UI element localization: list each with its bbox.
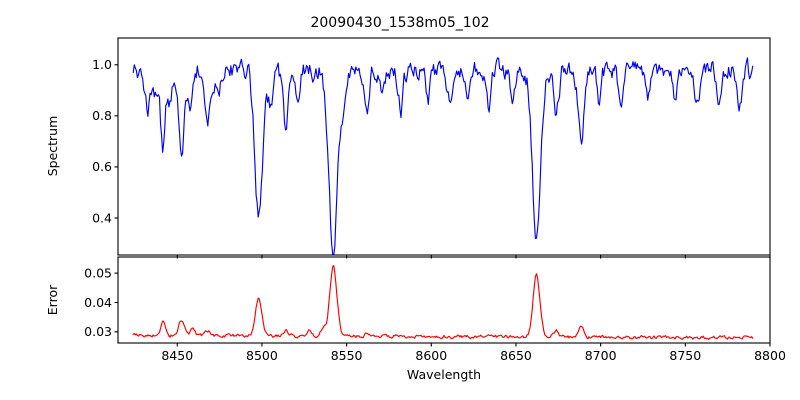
spectrum-panel: 0.4 0.6 0.8 1.0	[92, 37, 771, 259]
x-tick-label: 8550	[331, 348, 363, 363]
x-tick-label: 8650	[500, 348, 532, 363]
error-y-axis-label: Error	[45, 284, 60, 315]
x-tick-label: 8500	[246, 348, 278, 363]
x-axis-label: Wavelength	[407, 367, 481, 382]
y-tick-label: 0.4	[92, 210, 112, 225]
y-tick-label: 0.05	[84, 265, 112, 280]
x-tick-label: 8700	[585, 348, 617, 363]
y-tick-label: 0.8	[92, 108, 112, 123]
figure-title: 20090430_1538m05_102	[310, 15, 489, 31]
x-tick-label: 8750	[669, 348, 701, 363]
spectrum-series-line	[132, 57, 754, 256]
error-panel: 0.03 0.04 0.05 8450 8500 8550 8600 8650 8700 8750…	[84, 256, 786, 363]
y-tick-label: 0.6	[92, 159, 112, 174]
x-tick-label: 8450	[161, 348, 193, 363]
x-tick-label: 8600	[415, 348, 447, 363]
y-tick-label: 0.03	[84, 324, 112, 339]
x-tick-label: 8800	[754, 348, 786, 363]
spectrum-axes-frame	[117, 37, 771, 256]
y-tick-label: 0.04	[84, 295, 112, 310]
error-axes-frame	[117, 256, 771, 344]
y-tick-label: 1.0	[92, 57, 112, 72]
error-series-line	[132, 265, 754, 340]
spectrum-y-axis-label: Spectrum	[45, 116, 60, 177]
